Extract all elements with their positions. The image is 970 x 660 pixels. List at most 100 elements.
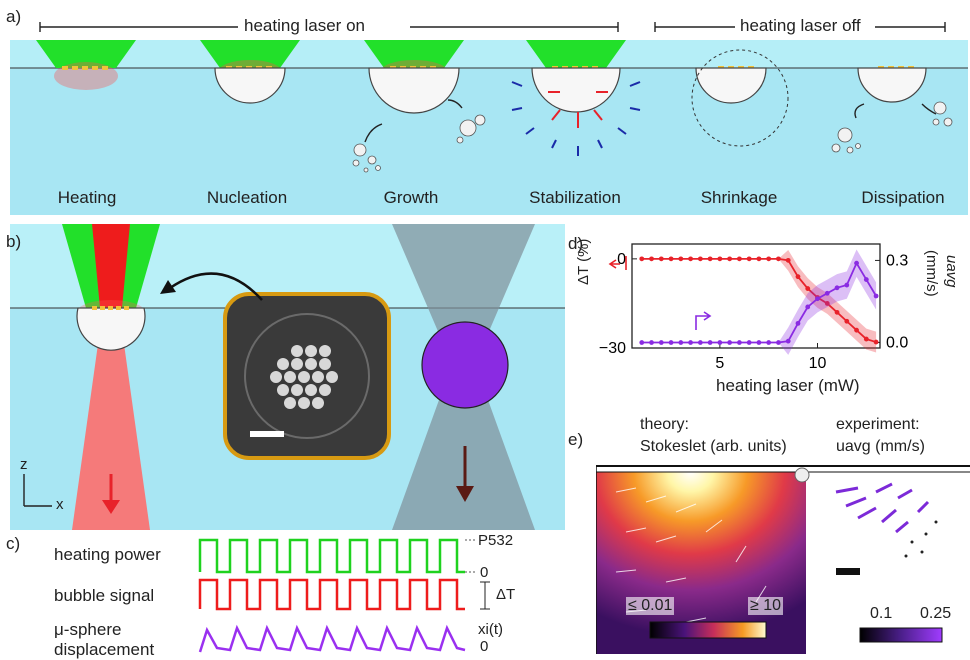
chart-ylabel-left: ΔT (%) — [575, 238, 592, 285]
data-point — [707, 340, 713, 345]
cb-right-max: 0.25 — [920, 605, 952, 622]
axis-x-label: x — [56, 496, 64, 513]
y-tick-label: −30 — [599, 340, 626, 357]
data-point — [727, 340, 733, 345]
y-tick-label: 0 — [617, 251, 626, 268]
data-point — [717, 340, 723, 345]
data-point — [649, 256, 654, 262]
exp-subtitle: uavg (mm/s) — [836, 438, 925, 455]
series-band-0 — [641, 249, 877, 353]
data-point — [844, 318, 850, 324]
data-point — [668, 256, 674, 262]
data-point — [746, 340, 752, 345]
panel-d-label: d) — [568, 234, 584, 253]
panel-e-figure — [596, 465, 970, 654]
chart-ylabel-right: uavg — [943, 255, 960, 288]
laser-off-label: heating laser off — [740, 16, 861, 35]
data-point — [678, 256, 684, 262]
data-point — [854, 260, 859, 266]
data-point — [737, 340, 742, 345]
stage-dissipation: Dissipation — [861, 188, 945, 207]
data-point — [863, 336, 869, 342]
cb-left-min: ≤ 0.01 — [626, 597, 675, 615]
data-point — [707, 256, 713, 262]
data-point — [863, 277, 869, 282]
laser-on-label: heating laser on — [244, 16, 365, 35]
data-point — [688, 256, 693, 262]
panel-e-label: e) — [568, 430, 584, 449]
data-point — [766, 340, 772, 345]
data-point — [795, 274, 801, 280]
series-line-0 — [641, 257, 877, 343]
exp-title: experiment: — [836, 416, 920, 433]
data-point — [834, 285, 840, 291]
data-point — [795, 320, 801, 326]
trace-sphere-1: μ-sphere — [54, 620, 122, 639]
data-point — [658, 340, 664, 345]
data-point — [697, 256, 703, 262]
data-point — [639, 340, 645, 345]
stage-nucleation: Nucleation — [206, 188, 288, 207]
left-axis-arrow — [608, 259, 620, 269]
stage-heating: Heating — [57, 188, 117, 207]
data-point — [756, 340, 762, 345]
data-point — [668, 340, 674, 345]
label-delta-t: ΔT — [496, 586, 516, 603]
data-point — [746, 256, 752, 262]
chart-ylabel-right-units: (mm/s) — [923, 250, 940, 297]
panel-c-traces — [198, 538, 490, 653]
chart-xlabel: heating laser (mW) — [716, 376, 860, 395]
data-point — [854, 327, 859, 333]
label-zero-2: 0 — [480, 638, 489, 655]
stage-shrinkage: Shrinkage — [700, 188, 778, 207]
cb-right-min: 0.1 — [870, 605, 893, 622]
data-point — [785, 338, 791, 344]
panel-c-label: c) — [6, 534, 21, 553]
data-point — [737, 256, 742, 262]
chart-frame — [631, 243, 881, 349]
data-point — [834, 309, 840, 315]
data-point — [785, 257, 791, 263]
data-point — [688, 340, 693, 345]
data-point — [727, 256, 733, 262]
cb-left-max: ≥ 10 — [748, 597, 784, 615]
label-xi: xi(t) — [478, 621, 503, 638]
panel-b-figure — [10, 224, 565, 530]
panel-a-label: a) — [6, 7, 22, 26]
theory-subtitle: Stokeslet (arb. units) — [640, 438, 787, 455]
series-band-1 — [641, 249, 877, 355]
data-point — [697, 340, 703, 345]
panel-a-figure — [10, 22, 968, 215]
data-point — [805, 304, 811, 310]
right-axis-arrow — [695, 311, 712, 330]
data-point — [844, 282, 850, 288]
y2-tick-label: 0.3 — [886, 252, 908, 269]
data-point — [756, 256, 762, 262]
y2-tick-label: 0.0 — [886, 335, 908, 352]
data-point — [766, 256, 772, 262]
data-point — [805, 286, 811, 291]
label-zero-1: 0 — [480, 564, 489, 581]
data-point — [815, 296, 820, 302]
label-p532: P532 — [478, 532, 514, 549]
data-point — [824, 301, 830, 306]
data-point — [873, 339, 879, 345]
data-point — [649, 340, 654, 345]
trace-heating-power: heating power — [54, 545, 161, 564]
panel-b-label: b) — [6, 232, 22, 251]
data-point — [873, 293, 879, 299]
data-point — [639, 256, 645, 262]
data-point — [776, 340, 781, 345]
data-point — [824, 290, 830, 296]
x-tick-label: 10 — [809, 355, 827, 372]
trace-bubble-signal: bubble signal — [54, 586, 155, 605]
data-point — [678, 340, 684, 345]
data-point — [776, 256, 781, 262]
axis-z-label: z — [20, 456, 28, 473]
stage-growth: Growth — [383, 188, 439, 207]
trace-sphere-2: displacement — [54, 640, 155, 659]
data-point — [717, 256, 723, 262]
stage-stabilization: Stabilization — [529, 188, 621, 207]
theory-title: theory: — [640, 416, 689, 433]
data-point — [658, 256, 664, 262]
